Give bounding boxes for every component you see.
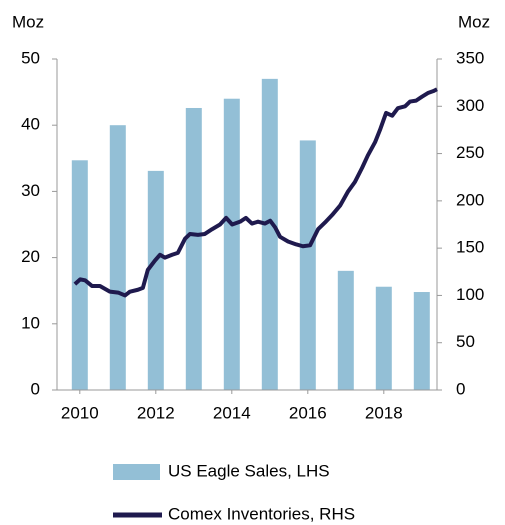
bar — [299, 140, 316, 390]
y-tick-label: 20 — [21, 247, 40, 266]
bar — [185, 107, 202, 390]
y2-tick-label: 250 — [456, 143, 484, 162]
bar — [413, 292, 430, 390]
y2-tick-label: 300 — [456, 96, 484, 115]
y-tick-label: 50 — [21, 48, 40, 67]
y-axis-label: Moz — [12, 12, 44, 31]
y2-tick-label: 50 — [456, 332, 475, 351]
line — [73, 87, 438, 298]
bar — [147, 170, 164, 390]
legend-label: Comex Inventories, RHS — [168, 504, 355, 523]
y2-tick-label: 150 — [456, 238, 484, 257]
y-tick-label: 10 — [21, 313, 40, 332]
y2-tick-label: 200 — [456, 190, 484, 209]
x-tick-label: 2010 — [61, 403, 99, 422]
bar — [71, 160, 88, 390]
legend-swatch — [113, 464, 160, 480]
bar — [375, 286, 392, 390]
y2-tick-label: 0 — [456, 379, 465, 398]
y2-tick-label: 100 — [456, 285, 484, 304]
y-tick-label: 30 — [21, 181, 40, 200]
x-tick-label: 2014 — [213, 403, 251, 422]
y2-tick-label: 350 — [456, 48, 484, 67]
bar — [223, 98, 240, 390]
x-tick-label: 2016 — [289, 403, 327, 422]
x-tick-label: 2012 — [137, 403, 175, 422]
y2-axis-label: Moz — [458, 12, 490, 31]
legend-label: US Eagle Sales, LHS — [168, 461, 330, 480]
y-tick-label: 0 — [31, 379, 40, 398]
bar — [337, 270, 354, 390]
bar — [109, 125, 126, 390]
bar — [261, 78, 278, 391]
y-tick-label: 40 — [21, 115, 40, 134]
x-tick-label: 2018 — [365, 403, 403, 422]
